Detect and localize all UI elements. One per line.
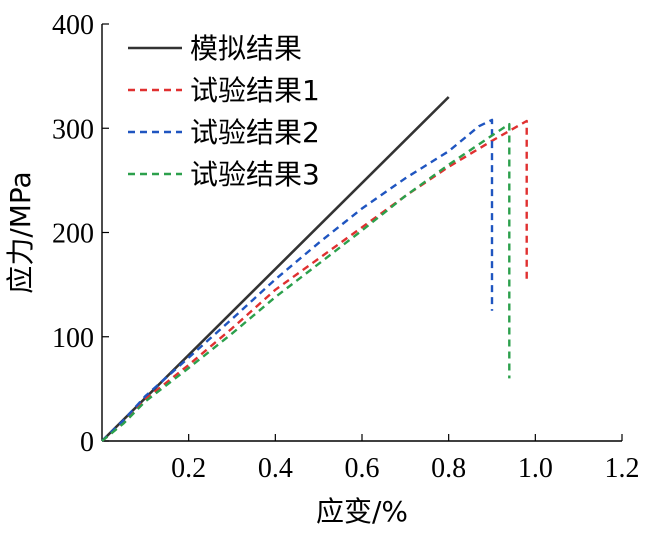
y-tick-label: 100: [52, 323, 94, 354]
series-line-4: [101, 122, 511, 442]
x-tick-label: 1.2: [605, 453, 640, 484]
series-line-2: [101, 119, 528, 442]
x-axis-title: 应变/%: [316, 495, 408, 528]
legend-label-4: 试验结果3: [190, 158, 320, 191]
legend-label-1: 模拟结果: [190, 32, 302, 65]
series-line-1: [101, 96, 450, 442]
y-axis-title: 应力/MPa: [4, 171, 37, 293]
y-tick-label: 300: [52, 114, 94, 145]
legend-label-2: 试验结果1: [190, 74, 320, 107]
y-tick-label: 200: [52, 219, 94, 250]
y-tick-label: 400: [52, 10, 94, 41]
x-tick-label: 0.2: [171, 453, 206, 484]
series-line-3: [101, 118, 494, 442]
x-tick-label: 0.8: [431, 453, 466, 484]
x-tick-label: 1.0: [518, 453, 553, 484]
legend-label-3: 试验结果2: [190, 116, 320, 149]
series-layer: [101, 96, 528, 442]
axes: 0 100 200 300 400 0.2 0.4 0.6 0.8 1.0 1.2: [52, 10, 640, 484]
x-tick-label: 0.6: [345, 453, 380, 484]
axis-labels: 应变/% 应力/MPa: [4, 171, 408, 528]
x-tick-label: 0.4: [258, 453, 293, 484]
y-tick-label: 0: [80, 427, 94, 458]
